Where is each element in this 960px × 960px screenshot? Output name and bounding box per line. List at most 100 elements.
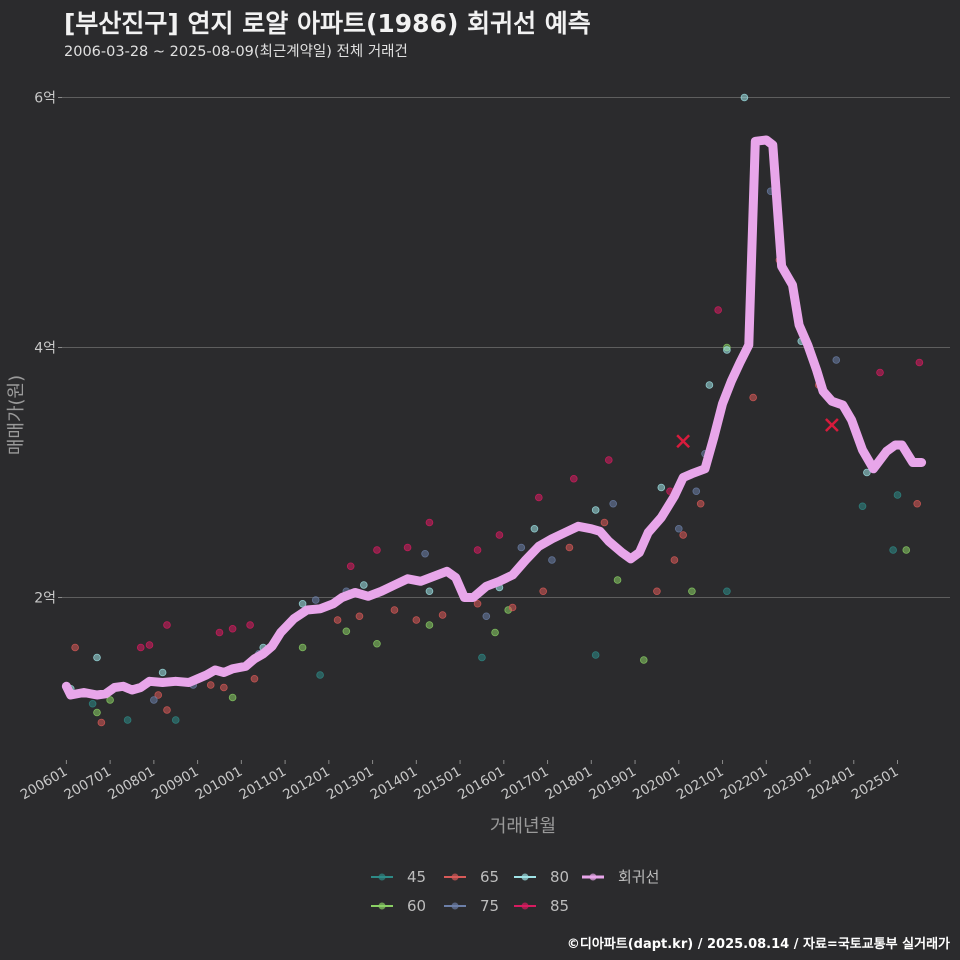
x-tick-label: 201001 bbox=[193, 764, 246, 804]
x-tick-label: 201401 bbox=[368, 764, 421, 804]
x-tick-label: 202201 bbox=[718, 764, 771, 804]
x-tick-label: 201501 bbox=[411, 764, 464, 804]
point-65 bbox=[206, 681, 215, 689]
point-65 bbox=[355, 612, 364, 621]
point-65 bbox=[539, 587, 547, 596]
point-85 bbox=[535, 493, 543, 502]
legend-item-75: 75 bbox=[444, 897, 499, 915]
x-tick-label: 202501 bbox=[849, 764, 902, 804]
point-45 bbox=[316, 671, 324, 679]
point-85 bbox=[373, 546, 381, 554]
point-65 bbox=[670, 556, 679, 564]
point-45 bbox=[591, 651, 600, 659]
point-45 bbox=[858, 502, 867, 511]
point-60 bbox=[491, 628, 499, 637]
point-65 bbox=[653, 587, 661, 596]
x-tick-label: 202301 bbox=[761, 764, 814, 804]
x-tick-label: 200601 bbox=[18, 764, 71, 804]
point-80 bbox=[657, 483, 666, 492]
x-tick-label: 201101 bbox=[236, 764, 289, 804]
point-85 bbox=[346, 562, 355, 571]
point-65 bbox=[250, 674, 259, 683]
legend-dot bbox=[451, 873, 459, 881]
point-60 bbox=[298, 643, 307, 652]
legend-dot bbox=[521, 902, 529, 910]
y-tick-label: 2억 bbox=[34, 591, 56, 607]
point-45 bbox=[123, 716, 132, 724]
legend-dot bbox=[589, 873, 597, 881]
point-65 bbox=[333, 616, 342, 624]
point-80 bbox=[723, 346, 731, 354]
legend-item-reg: 회귀선 bbox=[582, 868, 659, 886]
x-tick-label: 201601 bbox=[455, 764, 508, 804]
forecast-cross bbox=[676, 434, 691, 449]
legend-label: 회귀선 bbox=[618, 868, 659, 886]
x-tick-label: 200901 bbox=[149, 764, 202, 804]
x-tick-label: 201901 bbox=[586, 764, 639, 804]
point-65 bbox=[163, 706, 171, 714]
x-tick-label: 200701 bbox=[61, 764, 114, 804]
point-45 bbox=[893, 491, 902, 499]
legend-dot bbox=[451, 902, 459, 910]
point-85 bbox=[876, 368, 884, 377]
y-axis-ticks: 2억 4억 6억 bbox=[34, 91, 62, 607]
point-60 bbox=[613, 576, 622, 584]
point-80 bbox=[158, 668, 167, 677]
legend-label: 65 bbox=[480, 868, 499, 886]
x-tick-label: 202101 bbox=[674, 764, 727, 804]
x-tick-label: 201201 bbox=[280, 764, 333, 804]
legend-item-65: 65 bbox=[444, 868, 499, 886]
point-65 bbox=[696, 499, 705, 508]
point-45 bbox=[723, 587, 731, 596]
cross-stroke bbox=[825, 418, 839, 432]
forecast-markers bbox=[676, 418, 839, 449]
point-80 bbox=[298, 599, 307, 608]
point-75 bbox=[832, 356, 841, 364]
point-45 bbox=[171, 716, 180, 724]
chart-title: [부산진구] 연지 로얄 아파트(1986) 회귀선 예측 bbox=[64, 9, 591, 38]
point-75 bbox=[517, 543, 526, 552]
point-80 bbox=[863, 468, 871, 477]
y-axis-label: 매매가(원) bbox=[6, 375, 27, 455]
point-75 bbox=[311, 596, 320, 604]
x-tick-label: 201701 bbox=[499, 764, 552, 804]
legend-dot bbox=[378, 902, 386, 910]
point-85 bbox=[714, 306, 722, 314]
point-60 bbox=[639, 656, 648, 664]
x-tick-label: 201301 bbox=[324, 764, 377, 804]
grid-lines bbox=[62, 97, 950, 598]
y-tick-label: 6억 bbox=[34, 91, 56, 107]
point-60 bbox=[342, 627, 351, 636]
point-60 bbox=[425, 621, 434, 629]
point-75 bbox=[692, 487, 701, 496]
point-65 bbox=[679, 531, 687, 539]
point-65 bbox=[154, 691, 163, 699]
point-80 bbox=[740, 93, 749, 102]
point-85 bbox=[163, 621, 171, 629]
legend-label: 85 bbox=[550, 897, 569, 915]
point-60 bbox=[93, 708, 101, 717]
point-80 bbox=[425, 587, 434, 596]
point-85 bbox=[136, 643, 145, 652]
point-85 bbox=[604, 456, 613, 464]
point-85 bbox=[215, 628, 224, 637]
point-75 bbox=[421, 549, 429, 558]
x-axis-ticks: 2006012007012008012009012010012011012012… bbox=[18, 760, 902, 803]
point-65 bbox=[97, 718, 106, 727]
x-tick-label: 202401 bbox=[805, 764, 858, 804]
point-45 bbox=[88, 699, 97, 708]
point-60 bbox=[373, 639, 381, 648]
point-75 bbox=[482, 612, 491, 621]
point-85 bbox=[228, 624, 237, 633]
point-65 bbox=[438, 611, 447, 619]
y-tick-label: 4억 bbox=[34, 341, 56, 357]
point-75 bbox=[548, 556, 556, 564]
point-85 bbox=[145, 641, 154, 649]
point-85 bbox=[570, 474, 578, 483]
point-85 bbox=[473, 546, 482, 554]
legend-item-85: 85 bbox=[514, 897, 569, 915]
point-60 bbox=[902, 546, 911, 554]
legend-label: 60 bbox=[407, 897, 426, 915]
point-65 bbox=[412, 616, 421, 624]
x-tick-label: 200801 bbox=[105, 764, 158, 804]
